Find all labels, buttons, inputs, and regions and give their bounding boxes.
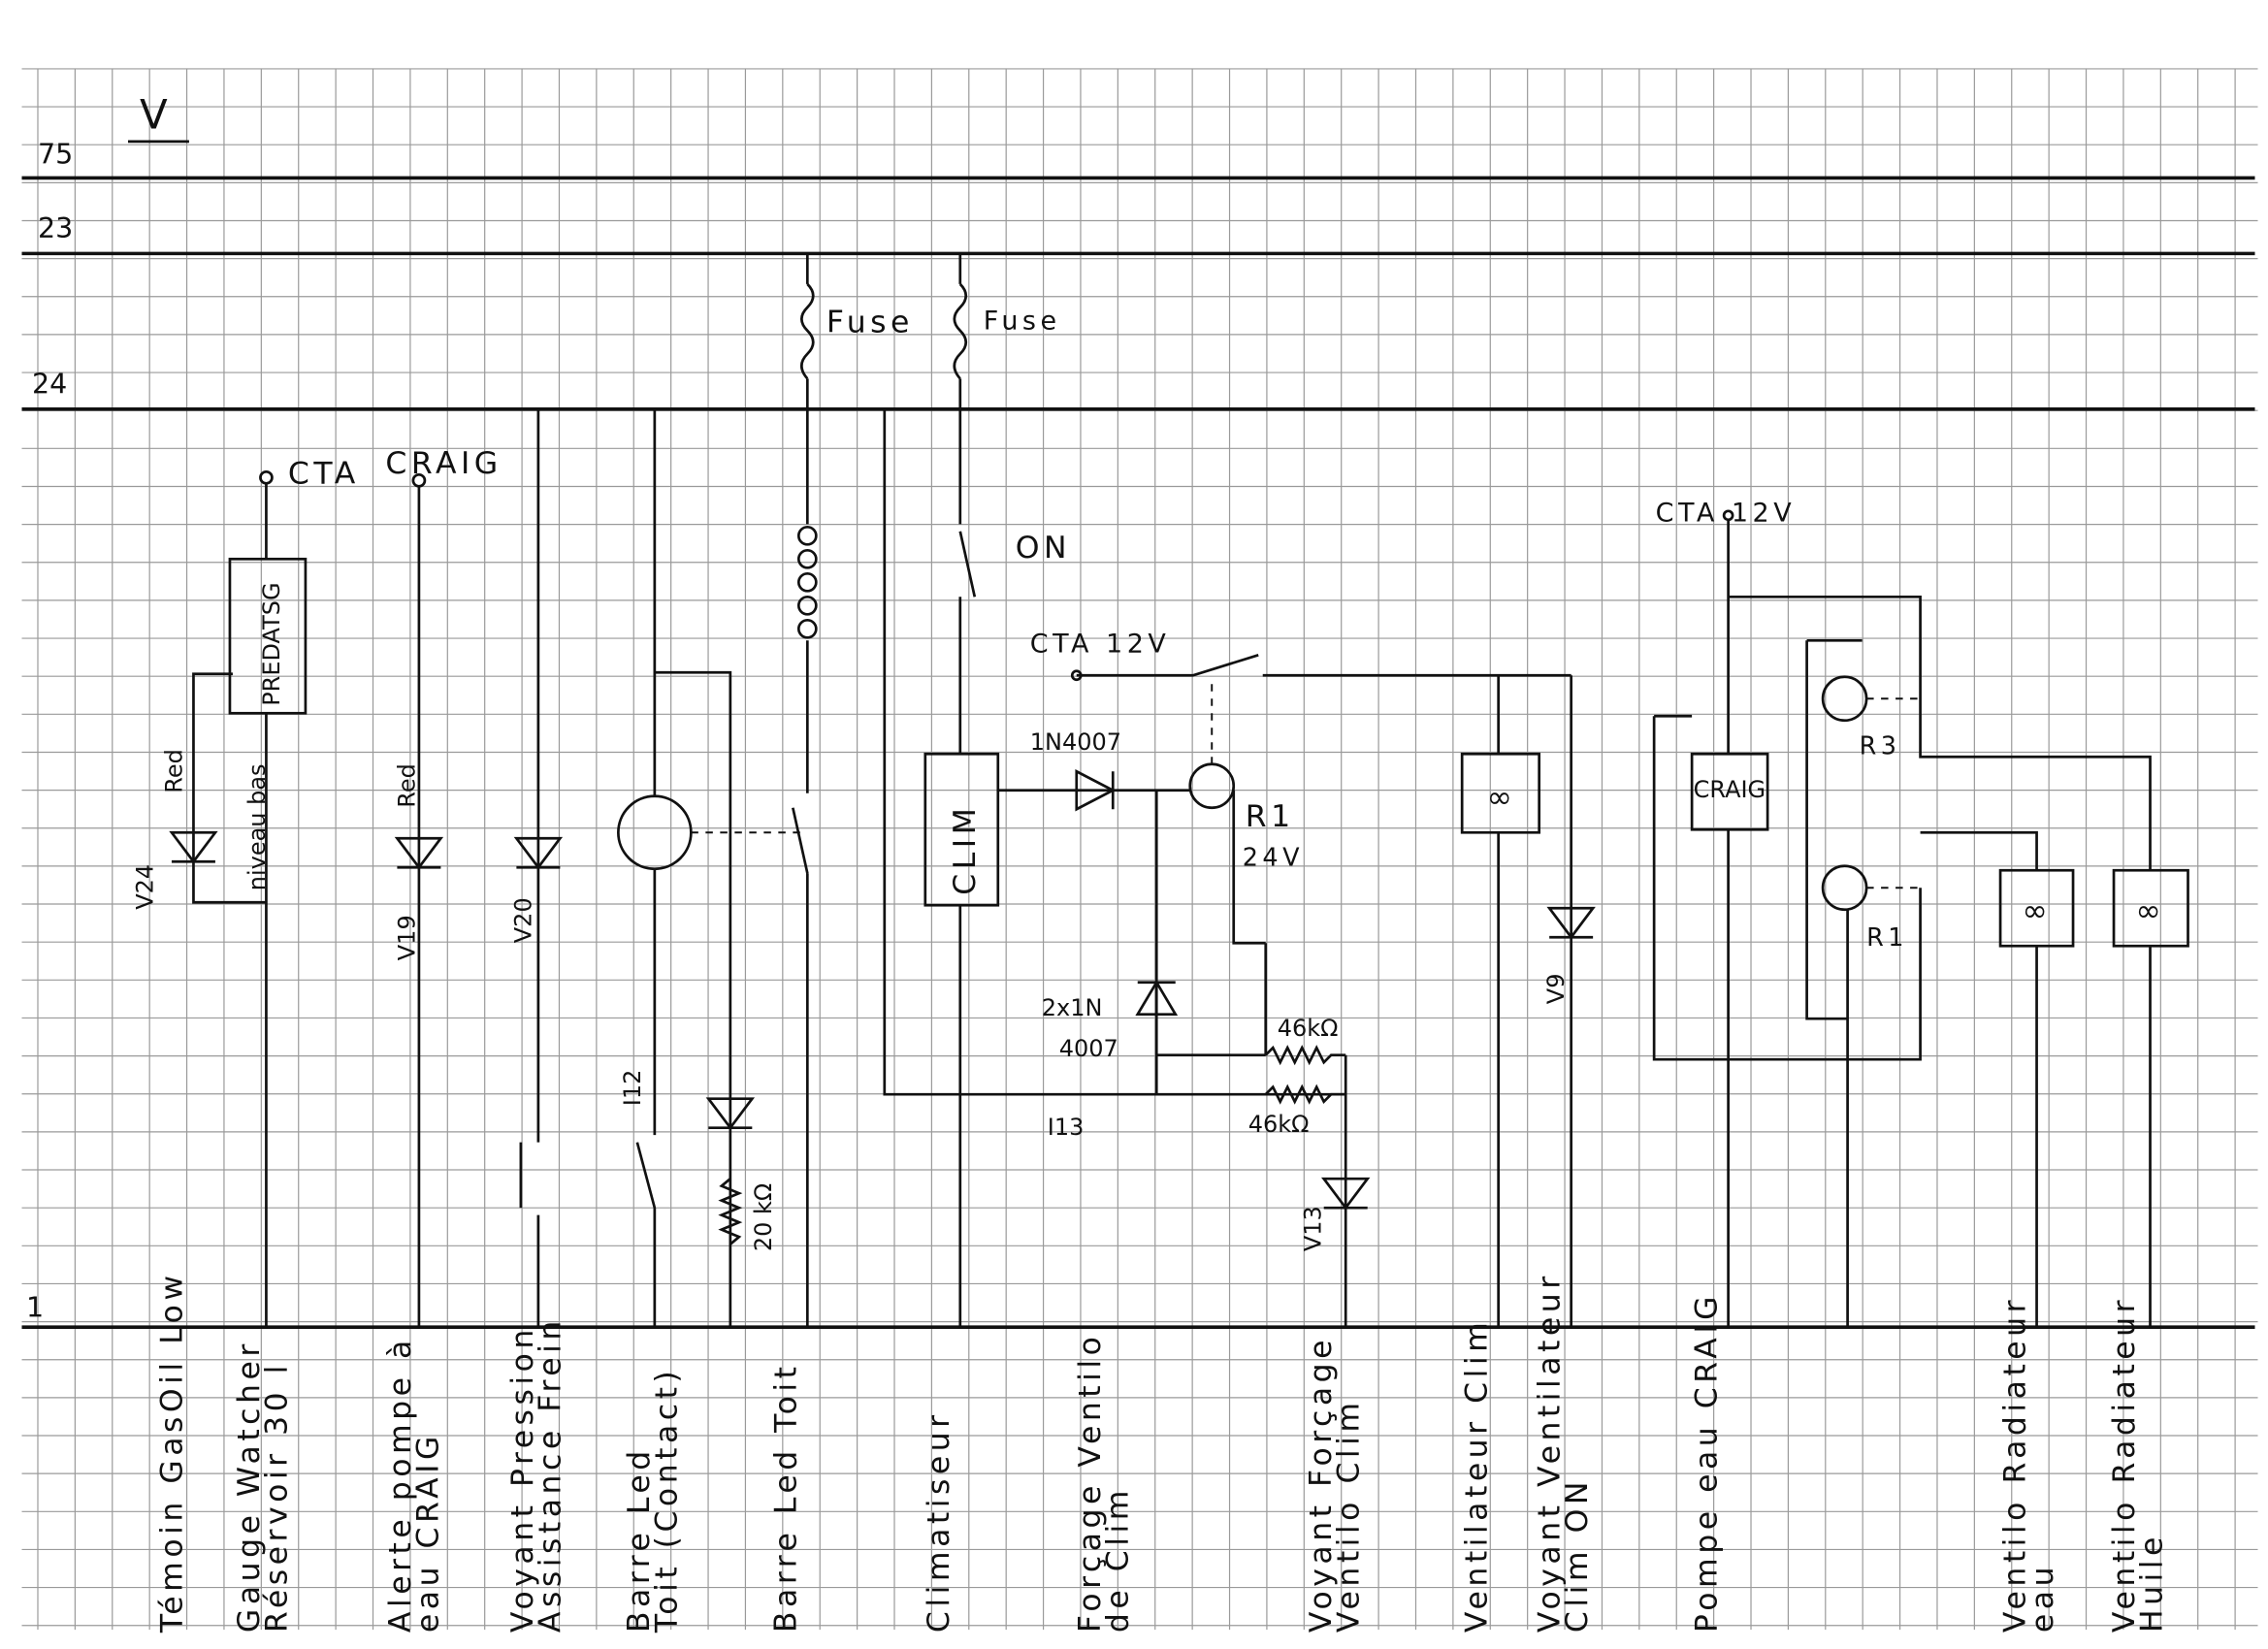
svg-text:V13: V13 — [1300, 1206, 1327, 1251]
diode-icon — [1135, 980, 1179, 1017]
grid-paper — [21, 68, 2258, 1631]
circuit-label: Gauge Watcher — [232, 1340, 267, 1633]
circuit-label: eau CRAIG — [410, 1432, 445, 1633]
svg-text:4007: 4007 — [1059, 1035, 1118, 1062]
led-icon — [169, 830, 218, 864]
circuit-label: Ventilateur Clim — [1460, 1318, 1495, 1633]
circuit-label: Forçage Ventilo — [1073, 1333, 1108, 1633]
svg-text:CTA 12V: CTA 12V — [1030, 629, 1171, 659]
svg-text:CTA 12V: CTA 12V — [1656, 498, 1797, 528]
power-rails: 75 23 24 1 V — [21, 90, 2255, 1329]
circuit-label: Barre Led — [622, 1446, 657, 1633]
circuit-label: Clim ON — [1560, 1477, 1595, 1633]
led-icon — [705, 1097, 756, 1130]
relay-icon — [1188, 762, 1236, 810]
circuit-label: Ventilo Radiateur — [1998, 1296, 2033, 1633]
circuit-label: Pompe eau CRAIG — [1690, 1292, 1725, 1633]
circuit-label: Huile — [2135, 1533, 2170, 1633]
led-icon — [1321, 1177, 1371, 1211]
terminal-icon — [259, 469, 274, 485]
circuit-label: Alerte pompe à — [383, 1336, 418, 1633]
svg-text:Fuse: Fuse — [984, 306, 1061, 336]
svg-text:niveau bas: niveau bas — [243, 763, 271, 890]
circuit-label: Réservoir 30 l — [259, 1361, 294, 1633]
circuit-label: Assistance Frein — [533, 1316, 567, 1633]
rail-label-75: 75 — [38, 138, 73, 170]
circuit-label: Voyant Pression — [505, 1325, 540, 1633]
sheet-title: V — [140, 90, 172, 138]
fuse-icon — [953, 282, 968, 380]
rail-label-1: 1 — [26, 1292, 44, 1324]
svg-text:R3: R3 — [1860, 731, 1901, 760]
svg-text:I12: I12 — [619, 1070, 646, 1107]
svg-text:1N4007: 1N4007 — [1030, 728, 1121, 756]
diode-icon — [1075, 769, 1117, 812]
svg-text:R1: R1 — [1866, 923, 1908, 953]
svg-text:CTA: CTA — [288, 456, 360, 491]
coil-icon — [796, 525, 818, 639]
resistor-icon — [1264, 1045, 1346, 1066]
svg-text:46kΩ: 46kΩ — [1278, 1015, 1339, 1042]
rail-label-24: 24 — [32, 368, 67, 400]
svg-text:CRAIG: CRAIG — [385, 446, 502, 481]
fan-icon: ∞ — [2136, 894, 2166, 929]
circuit-label: Ventilo Radiateur — [2107, 1296, 2142, 1633]
svg-text:Red: Red — [393, 763, 420, 808]
led-icon — [394, 836, 444, 870]
svg-text:2x1N: 2x1N — [1042, 994, 1103, 1021]
fan-icon: ∞ — [2023, 894, 2053, 929]
circuit-wires: V24 Red PREDATSG niveau bas CTA CRAIG V1… — [131, 253, 2189, 1328]
relay-icon — [1821, 864, 1868, 912]
svg-text:Fuse: Fuse — [826, 305, 914, 340]
fan-box — [1998, 868, 2075, 948]
svg-text:V20: V20 — [509, 897, 536, 943]
fuse-icon — [799, 282, 815, 380]
fan-icon: ∞ — [1487, 781, 1517, 816]
circuit-label: Barre Led Toit — [768, 1363, 803, 1633]
svg-text:24V: 24V — [1243, 844, 1304, 873]
circuit-label: Voyant Ventilateur — [1533, 1272, 1568, 1633]
circuit-label: Toit (Contact) — [649, 1367, 684, 1633]
motor-icon — [617, 794, 693, 871]
circuit-label: Climatiseur — [922, 1410, 956, 1633]
fan-box — [2112, 868, 2189, 948]
circuit-label: Voyant Forçage — [1304, 1336, 1339, 1633]
fan-box — [1460, 752, 1541, 834]
svg-text:I13: I13 — [1048, 1114, 1085, 1141]
svg-text:V19: V19 — [393, 915, 420, 960]
svg-text:20 kΩ: 20 kΩ — [750, 1183, 777, 1251]
circuit-label: Ventilo Clim — [1332, 1398, 1367, 1633]
svg-text:CRAIG: CRAIG — [1694, 776, 1766, 803]
svg-text:V24: V24 — [131, 864, 158, 910]
circuit-label: eau — [2025, 1563, 2060, 1633]
svg-text:V9: V9 — [1542, 974, 1570, 1005]
led-icon — [513, 836, 564, 870]
resistor-icon — [1264, 1083, 1346, 1105]
circuit-labels: Témoin GasOil Low Gauge WatcherRéservoir … — [154, 1271, 2169, 1633]
svg-text:ON: ON — [1016, 531, 1071, 566]
clim-box — [923, 752, 1000, 907]
svg-text:CLIM: CLIM — [948, 804, 983, 895]
gauge-box — [228, 557, 308, 715]
rail-label-23: 23 — [38, 212, 73, 244]
circuit-label: de Clim — [1100, 1486, 1135, 1633]
svg-text:46kΩ: 46kΩ — [1248, 1111, 1310, 1138]
svg-text:PREDATSG: PREDATSG — [258, 582, 285, 705]
circuit-label: Témoin GasOil Low — [154, 1271, 189, 1633]
led-icon — [1546, 906, 1596, 940]
svg-text:R1: R1 — [1246, 799, 1295, 834]
resistor-icon — [718, 1178, 743, 1245]
craig-box — [1690, 752, 1769, 831]
svg-text:Red: Red — [160, 749, 187, 793]
